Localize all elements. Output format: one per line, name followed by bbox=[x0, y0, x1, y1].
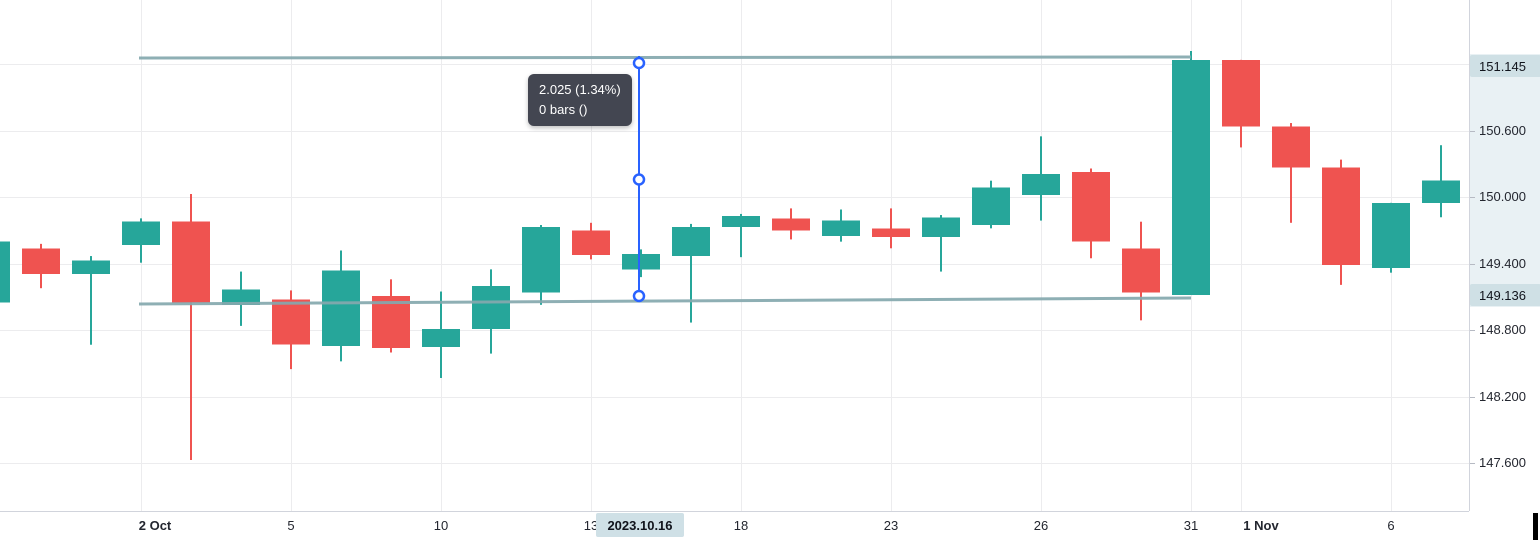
range-low-line[interactable] bbox=[138, 296, 1192, 306]
price-axis-label: 150.600 bbox=[1479, 122, 1526, 138]
time-axis-label: 31 bbox=[1183, 518, 1199, 533]
candle-body[interactable] bbox=[1322, 167, 1360, 265]
candle-body[interactable] bbox=[72, 260, 110, 274]
candle-body[interactable] bbox=[572, 230, 610, 255]
price-axis-label: 148.200 bbox=[1479, 388, 1526, 404]
measure-tooltip: 2.025 (1.34%) 0 bars () bbox=[528, 74, 632, 126]
time-axis-label: 2 Oct bbox=[138, 518, 172, 533]
price-axis-tick bbox=[1470, 197, 1475, 198]
candle-body[interactable] bbox=[922, 217, 960, 238]
candle-body[interactable] bbox=[372, 295, 410, 349]
axis-corner bbox=[1470, 512, 1540, 540]
candle-body[interactable] bbox=[172, 221, 210, 303]
candle-body[interactable] bbox=[1172, 59, 1210, 295]
plot-area[interactable] bbox=[0, 0, 1469, 511]
candle-body[interactable] bbox=[1222, 59, 1260, 127]
candle-body[interactable] bbox=[522, 227, 560, 293]
price-axis-tick bbox=[1470, 264, 1475, 265]
candle-body[interactable] bbox=[1372, 202, 1410, 269]
candle-body[interactable] bbox=[972, 187, 1010, 226]
price-badge-high: 151.145 bbox=[1470, 55, 1540, 77]
candle-body[interactable] bbox=[1072, 171, 1110, 242]
price-axis-tick bbox=[1470, 397, 1475, 398]
candle-body[interactable] bbox=[672, 227, 710, 257]
measure-handle[interactable] bbox=[632, 173, 646, 186]
range-high-line[interactable] bbox=[138, 55, 1192, 60]
price-axis-label: 150.000 bbox=[1479, 189, 1526, 205]
time-axis-label: 10 bbox=[433, 518, 449, 533]
price-axis-tick bbox=[1470, 131, 1475, 132]
measure-handle[interactable] bbox=[632, 56, 646, 70]
price-badge-low: 149.136 bbox=[1470, 284, 1540, 306]
price-axis-tick bbox=[1470, 330, 1475, 331]
candle-body[interactable] bbox=[422, 329, 460, 347]
candle-body[interactable] bbox=[622, 253, 660, 270]
measure-handle[interactable] bbox=[632, 289, 646, 303]
candle-body[interactable] bbox=[772, 218, 810, 231]
candle-body[interactable] bbox=[1272, 126, 1310, 168]
measure-tooltip-price-change: 2.025 (1.34%) bbox=[539, 82, 621, 97]
price-range-axis-highlight bbox=[1470, 54, 1540, 307]
time-axis-label: 18 bbox=[733, 518, 749, 533]
time-axis-label: 6 bbox=[1387, 518, 1395, 533]
candle-body[interactable] bbox=[1022, 174, 1060, 196]
price-axis[interactable]: 150.600 150.000 149.400 148.800 148.200 147.6… bbox=[1469, 0, 1540, 511]
candle-body[interactable] bbox=[122, 221, 160, 245]
candle-body[interactable] bbox=[872, 228, 910, 238]
time-axis-label: 5 bbox=[287, 518, 295, 533]
candle-body[interactable] bbox=[322, 270, 360, 346]
time-axis-label: 26 bbox=[1033, 518, 1049, 533]
time-axis-label: 13 bbox=[583, 518, 599, 533]
candle-body[interactable] bbox=[22, 248, 60, 274]
price-axis-tick bbox=[1470, 463, 1475, 464]
measure-tooltip-bar-count: 0 bars () bbox=[539, 102, 588, 117]
price-axis-label: 147.600 bbox=[1479, 455, 1526, 471]
candle-body[interactable] bbox=[472, 285, 510, 330]
measure-date-badge: 2023.10.16 bbox=[596, 513, 684, 537]
candle-body[interactable] bbox=[272, 299, 310, 345]
candle-body[interactable] bbox=[722, 216, 760, 228]
time-axis[interactable]: 2 Oct 5 10 13 18 23 26 31 1 Nov 6 2023.10.16 bbox=[0, 511, 1469, 540]
time-axis-label: 23 bbox=[883, 518, 899, 533]
candle-body[interactable] bbox=[822, 220, 860, 237]
candle-body[interactable] bbox=[1122, 248, 1160, 293]
candle-body[interactable] bbox=[1422, 180, 1460, 203]
price-badge-low-value: 149.136 bbox=[1479, 287, 1526, 303]
price-axis-label: 149.400 bbox=[1479, 255, 1526, 271]
time-axis-label: 1 Nov bbox=[1243, 518, 1279, 533]
price-badge-high-value: 151.145 bbox=[1479, 58, 1526, 74]
price-axis-label: 148.800 bbox=[1479, 322, 1526, 338]
candle-body[interactable] bbox=[222, 289, 260, 305]
scrollbar-fragment bbox=[1533, 513, 1538, 540]
candle-body[interactable] bbox=[0, 241, 10, 303]
